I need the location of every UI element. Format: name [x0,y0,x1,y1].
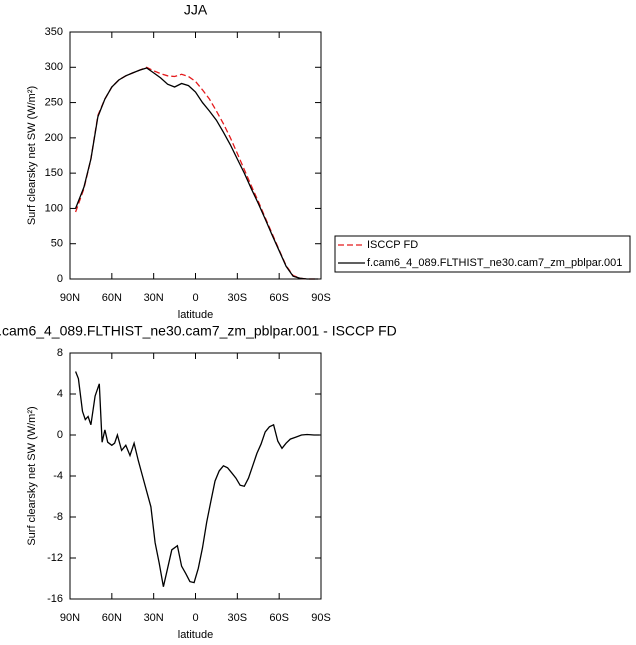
data-line [74,66,319,280]
y-tick-label: 350 [45,26,63,38]
y-tick-label: 50 [51,238,63,250]
y-tick-label: 8 [57,347,63,359]
chart-title: JJA [184,2,208,18]
chart-title: f.cam6_4_089.FLTHIST_ne30.cam7_zm_pblpar… [0,323,397,339]
y-tick-label: -12 [47,552,63,564]
y-tick-label: 250 [45,96,63,108]
x-tick-label: 90S [311,292,331,304]
x-tick-label: 60S [269,612,289,624]
y-tick-label: 0 [57,273,63,285]
y-tick-label: -16 [47,593,63,605]
x-tick-label: 30N [144,612,164,624]
y-tick-label: 4 [57,388,63,400]
x-tick-label: 60N [102,612,122,624]
y-tick-label: 200 [45,132,63,144]
x-tick-label: 30N [144,292,164,304]
y-tick-label: -8 [53,511,63,523]
x-tick-label: 60N [102,292,122,304]
x-tick-label: 30S [228,612,248,624]
x-tick-label: 90N [60,292,80,304]
x-tick-label: 60S [269,292,289,304]
x-tick-label: 0 [192,612,198,624]
y-tick-label: -4 [53,470,63,482]
x-tick-label: 90S [311,612,331,624]
legend-label: ISCCP FD [367,239,418,251]
x-tick-label: 0 [192,292,198,304]
data-line [74,67,319,280]
y-tick-label: 300 [45,61,63,73]
y-tick-label: 100 [45,202,63,214]
x-tick-label: 90N [60,612,80,624]
y-axis-label: Surf clearsky net SW (W/m²) [26,406,38,545]
plot-frame [69,352,322,600]
y-tick-label: 150 [45,167,63,179]
y-tick-label: 0 [57,429,63,441]
legend-box [334,235,631,273]
x-axis-label: latitude [178,309,213,321]
plot-frame [69,31,322,280]
legend-label: f.cam6_4_089.FLTHIST_ne30.cam7_zm_pblpar… [367,257,622,269]
data-line [74,371,320,587]
y-axis-label: Surf clearsky net SW (W/m²) [26,86,38,225]
x-axis-label: latitude [178,629,213,641]
x-tick-label: 30S [228,292,248,304]
